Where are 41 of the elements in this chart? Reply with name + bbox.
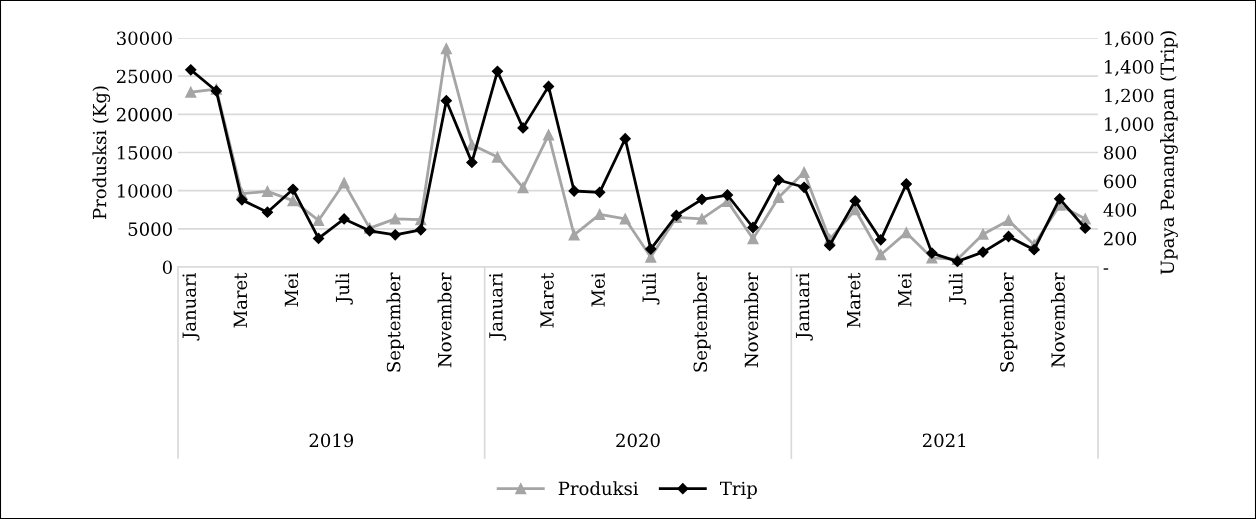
y-tick-label: 15000 bbox=[117, 145, 172, 160]
x-tick-label: September bbox=[999, 272, 1018, 372]
y2-tick-label: 600 bbox=[1104, 174, 1137, 189]
y-tick-label: 25000 bbox=[116, 69, 172, 84]
y2-tick-label: 800 bbox=[1104, 145, 1137, 160]
y2-tick-label: 1,400 bbox=[1105, 60, 1154, 76]
x-tick-label: Maret bbox=[233, 272, 248, 328]
text: 2019 bbox=[309, 433, 354, 448]
x-tick-label: Mei bbox=[898, 272, 912, 307]
y2-tick-label: 200 bbox=[1104, 231, 1137, 246]
y-tick-label: 20000 bbox=[116, 107, 172, 122]
y2-tick-label: 1,000 bbox=[1105, 117, 1154, 134]
y2-tick-label: 1,200 bbox=[1105, 88, 1154, 105]
y2-tick-label: 400 bbox=[1103, 203, 1137, 217]
x-tick-label: Juli bbox=[335, 272, 353, 305]
x-tick-label: Mei bbox=[284, 272, 299, 307]
y-tick-label: 0 bbox=[162, 260, 172, 275]
x-tick-label: Juli bbox=[642, 272, 660, 305]
y2-tick-label: 1,600 bbox=[1105, 31, 1154, 48]
x-tick-label: Mei bbox=[591, 272, 605, 307]
y-tick-label: 10000 bbox=[117, 184, 172, 198]
x-tick-label: Maret bbox=[847, 272, 861, 328]
y2-tick-label: - bbox=[1103, 268, 1109, 270]
x-tick-label: Januari bbox=[489, 272, 507, 341]
x-tick-label: November bbox=[1050, 272, 1065, 368]
x-tick-label: Juli bbox=[948, 272, 967, 305]
legend-label: Trip bbox=[720, 481, 757, 499]
y-axis-title: Produsksi (Kg) bbox=[92, 86, 111, 219]
x-tick-label: November bbox=[744, 272, 759, 368]
y-tick-label: 30000 bbox=[117, 31, 172, 46]
text: 2020 bbox=[616, 433, 660, 448]
x-tick-label: September bbox=[386, 272, 404, 372]
text: 2021 bbox=[922, 433, 966, 448]
y-tick-label: 5000 bbox=[128, 222, 172, 236]
x-tick-label: Maret bbox=[540, 272, 554, 328]
y2-axis-title: Upaya Penangkapan (Trip) bbox=[1160, 31, 1178, 275]
x-tick-label: September bbox=[693, 272, 711, 372]
x-tick-label: Januari bbox=[182, 272, 200, 341]
legend-label: Produksi bbox=[558, 481, 639, 496]
x-tick-label: Januari bbox=[795, 272, 813, 341]
x-tick-label: November bbox=[437, 272, 452, 368]
